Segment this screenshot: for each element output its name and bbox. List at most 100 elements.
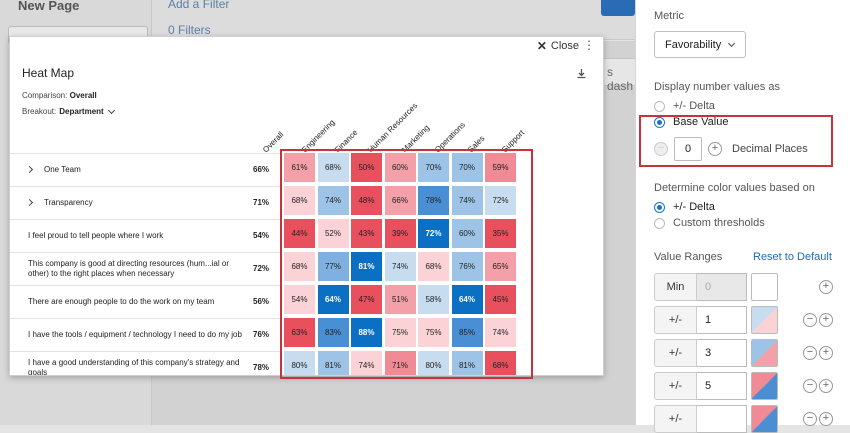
color-swatch[interactable] <box>751 306 778 334</box>
publish-button[interactable] <box>601 0 635 16</box>
range-value-input[interactable]: 3 <box>697 339 747 367</box>
heat-map-cell: 78% <box>417 185 450 216</box>
add-filter-link[interactable]: Add a Filter <box>168 0 230 11</box>
radio-display-base-value[interactable]: Base Value <box>654 116 728 128</box>
grid-highlight-box <box>280 149 533 379</box>
heat-map-cell: 74% <box>484 317 517 348</box>
heat-map-cell: 64% <box>316 284 350 315</box>
radio-color-custom-thresholds[interactable]: Custom thresholds <box>654 217 765 229</box>
heat-map-cell: 74% <box>450 185 484 216</box>
color-swatch[interactable] <box>751 273 778 301</box>
decimal-places-input[interactable]: 0 <box>674 137 702 161</box>
color-swatch[interactable] <box>751 339 778 367</box>
more-options-icon[interactable]: ⋮ <box>583 38 595 52</box>
row-label: I have the tools / equipment / technolog… <box>28 329 242 339</box>
table-row: I feel proud to tell people where I work… <box>10 219 282 251</box>
heat-map-cell: 77% <box>316 251 350 282</box>
heat-map-cell: 88% <box>350 317 383 348</box>
table-row[interactable]: Transparency 71% <box>10 186 282 218</box>
value-range-row: +/- 3 <box>654 339 778 367</box>
table-row: I have the tools / equipment / technolog… <box>10 318 282 350</box>
chevron-down-icon <box>107 106 115 114</box>
comparison-info: Comparison: Overall <box>22 91 97 100</box>
heat-map-cell: 47% <box>350 284 383 315</box>
row-overall-value: 78% <box>253 363 270 372</box>
remove-range-button[interactable]: − <box>803 379 817 393</box>
add-range-button[interactable]: + <box>819 379 833 393</box>
color-swatch[interactable] <box>751 405 778 433</box>
row-label: Transparency <box>44 197 93 207</box>
color-values-label: Determine color values based on <box>654 182 815 194</box>
heat-map-cell: 68% <box>417 251 450 282</box>
heat-map-cell: 64% <box>450 284 484 315</box>
heat-map-cell: 76% <box>450 251 484 282</box>
heat-map-cell: 51% <box>383 284 417 315</box>
table-row[interactable]: One Team 66% <box>10 153 282 185</box>
heat-map-cell: 85% <box>450 317 484 348</box>
download-icon[interactable] <box>576 68 587 79</box>
heat-map-cell: 74% <box>350 350 383 375</box>
page-name[interactable]: New Page <box>18 0 80 13</box>
range-actions: − + <box>803 346 833 360</box>
heat-map-cell: 48% <box>350 185 383 216</box>
range-operator: +/- <box>654 306 697 334</box>
row-overall-value: 54% <box>253 231 270 240</box>
heat-map-cell: 81% <box>316 350 350 375</box>
heat-map-cell: 72% <box>484 185 517 216</box>
heat-map-cell: 81% <box>350 251 383 282</box>
heat-map-cell: 68% <box>283 185 316 216</box>
color-swatch[interactable] <box>751 372 778 400</box>
row-overall-value: 72% <box>253 264 270 273</box>
heat-map-cell: 43% <box>350 218 383 249</box>
range-value-input[interactable] <box>697 405 747 433</box>
heat-map-cell: 58% <box>417 284 450 315</box>
heat-map-cell: 68% <box>316 152 350 183</box>
breakout-selector[interactable]: Breakout: Department <box>22 106 115 116</box>
table-row: I have a good understanding of this comp… <box>10 351 282 376</box>
range-operator: +/- <box>654 405 697 433</box>
row-label: I have a good understanding of this comp… <box>28 357 240 376</box>
close-label: Close <box>550 40 579 52</box>
range-value-input[interactable]: 5 <box>697 372 747 400</box>
heat-map-cell: 65% <box>484 251 517 282</box>
settings-panel: Metric Favorability Display number value… <box>635 0 850 433</box>
heat-map-cell: 80% <box>417 350 450 375</box>
heat-map-cell: 35% <box>484 218 517 249</box>
decimal-places-stepper: − 0 + Decimal Places <box>654 137 808 161</box>
add-range-button[interactable]: + <box>819 280 833 294</box>
range-value-input[interactable]: 1 <box>697 306 747 334</box>
row-label: One Team <box>44 164 81 174</box>
remove-range-button[interactable]: − <box>803 346 817 360</box>
radio-display-delta[interactable]: +/- Delta <box>654 100 715 112</box>
add-range-button[interactable]: + <box>819 346 833 360</box>
decrement-button[interactable]: − <box>654 142 668 156</box>
row-overall-value: 71% <box>253 198 270 207</box>
filters-dropdown[interactable]: 0 Filters <box>168 23 211 37</box>
heat-map-cell: 74% <box>383 251 417 282</box>
heat-map-cell: 75% <box>383 317 417 348</box>
range-actions: − + <box>803 412 833 426</box>
row-label: I feel proud to tell people where I work <box>28 230 164 240</box>
chevron-right-icon[interactable] <box>25 165 34 174</box>
heat-map-cell: 61% <box>283 152 316 183</box>
close-button[interactable]: ✕ Close <box>537 39 579 53</box>
range-actions: − + <box>803 313 833 327</box>
heat-map-cell: 83% <box>316 317 350 348</box>
add-range-button[interactable]: + <box>819 412 833 426</box>
metric-select[interactable]: Favorability <box>654 31 746 58</box>
row-label: There are enough people to do the work o… <box>28 296 215 306</box>
value-range-row: Min 0 <box>654 273 778 301</box>
value-range-row: +/- 5 <box>654 372 778 400</box>
reset-to-default-link[interactable]: Reset to Default <box>753 251 832 263</box>
heat-map-cell: 60% <box>450 218 484 249</box>
heat-map-cell: 54% <box>283 284 316 315</box>
chevron-right-icon[interactable] <box>25 198 34 207</box>
remove-range-button[interactable]: − <box>803 313 817 327</box>
value-range-row: +/- <box>654 405 778 433</box>
add-range-button[interactable]: + <box>819 313 833 327</box>
decimal-places-label: Decimal Places <box>732 143 808 155</box>
remove-range-button[interactable]: − <box>803 412 817 426</box>
heat-map-cell: 75% <box>417 317 450 348</box>
radio-color-delta[interactable]: +/- Delta <box>654 201 715 213</box>
increment-button[interactable]: + <box>708 142 722 156</box>
